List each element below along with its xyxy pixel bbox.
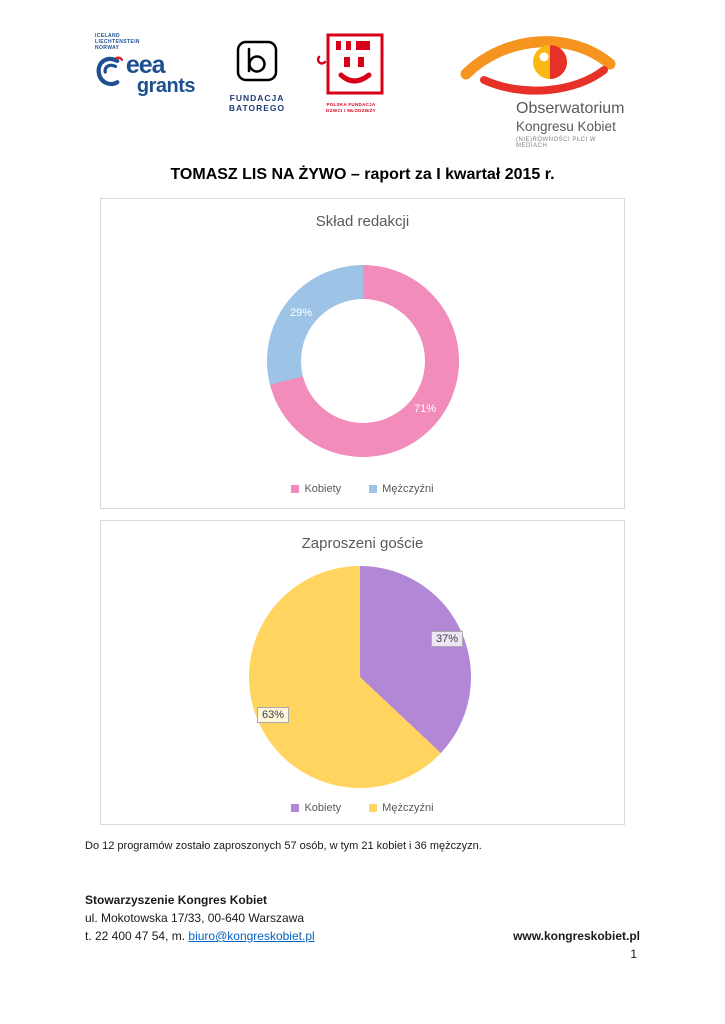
eea-countries-text: ICELAND LIECHTENSTEIN NORWAY — [95, 33, 195, 51]
eea-country-norway: NORWAY — [95, 45, 120, 51]
chart1-legend-label-mezczyzni: Mężczyźni — [382, 483, 434, 495]
okk-eye-icon — [460, 36, 616, 95]
okk-subtitle: Kongresu Kobiet — [516, 119, 616, 134]
donut-label-kobiety: 71% — [413, 403, 437, 415]
chart2-legend: Kobiety Mężczyźni — [101, 802, 624, 814]
batory-logo-icon — [236, 40, 278, 82]
pfdim-logo-text: POLSKA FUNDACJA DZIECI I MŁODZIEŻY — [316, 102, 386, 113]
footer-address: ul. Mokotowska 17/33, 00-640 Warszawa — [85, 911, 304, 925]
chart2-legend-label-mezczyzni: Mężczyźni — [382, 802, 434, 814]
footer-contact: t. 22 400 47 54, m. biuro@kongreskobiet.… — [85, 929, 315, 943]
okk-tagline: (NIE)RÓWNOŚCI PŁCI W MEDIACH — [516, 137, 596, 149]
pfdim-logo-icon — [316, 33, 384, 95]
pfdim-logo: POLSKA FUNDACJA DZIECI I MŁODZIEŻY — [316, 33, 386, 113]
legend-swatch-kobiety-icon — [291, 485, 300, 493]
pie-label-kobiety: 37% — [430, 631, 464, 647]
donut-label-mezczyzni: 29% — [289, 307, 313, 319]
batory-logo-text: FUNDACJA BATOREGO — [222, 93, 292, 113]
eea-swirl-icon — [96, 56, 123, 87]
chart-zaproszeni-goscie: Zaproszeni goście 37% 63% Kobiety Mężczy… — [100, 520, 625, 825]
eea-word: eea — [125, 51, 166, 79]
obserwatorium-logo: Obserwatorium Kongresu Kobiet (NIE)RÓWNO… — [452, 28, 628, 149]
fundacja-batorego-logo: FUNDACJA BATOREGO — [222, 40, 292, 113]
legend-swatch-kobiety-icon — [291, 804, 300, 812]
pfdim-line1: POLSKA FUNDACJA — [326, 102, 376, 107]
batory-line2: BATOREGO — [228, 103, 286, 113]
pfdim-line2: DZIECI I MŁODZIEŻY — [326, 107, 376, 113]
donut-hole — [301, 299, 425, 423]
eea-country-iceland: ICELAND — [95, 33, 121, 39]
eea-country-liechtenstein: LIECHTENSTEIN — [95, 39, 140, 45]
chart1-legend-item-mezczyzni: Mężczyźni — [369, 483, 434, 495]
footer-contact-prefix: t. 22 400 47 54, m. — [85, 929, 189, 943]
email-link[interactable]: biuro@kongreskobiet.pl — [188, 929, 315, 943]
footer-organization: Stowarzyszenie Kongres Kobiet — [85, 893, 268, 907]
batory-line1: FUNDACJA — [229, 93, 285, 103]
chart2-legend-item-mezczyzni: Mężczyźni — [369, 802, 434, 814]
legend-swatch-mezczyzni-icon — [369, 485, 378, 493]
document-title: TOMASZ LIS NA ŻYWO – raport za I kwartał… — [170, 166, 555, 183]
page-number: 1 — [630, 947, 637, 961]
chart1-legend: Kobiety Mężczyźni — [101, 483, 624, 495]
chart2-title: Zaproszeni goście — [301, 535, 424, 552]
pie-label-mezczyzni: 63% — [256, 707, 290, 723]
chart1-legend-item-kobiety: Kobiety — [291, 483, 341, 495]
footer-website: www.kongreskobiet.pl — [513, 929, 640, 943]
pie-chart — [249, 566, 471, 788]
donut-chart — [267, 265, 459, 457]
grants-word: grants — [136, 75, 196, 97]
okk-title: Obserwatorium — [516, 100, 625, 117]
chart1-title: Skład redakcji — [315, 213, 410, 230]
chart2-legend-label-kobiety: Kobiety — [304, 802, 342, 814]
summary-note: Do 12 programów zostało zaproszonych 57 … — [85, 840, 482, 852]
eea-grants-logo: ICELAND LIECHTENSTEIN NORWAY eea grants — [95, 33, 196, 97]
chart1-legend-label-kobiety: Kobiety — [304, 483, 342, 495]
legend-swatch-mezczyzni-icon — [369, 804, 378, 812]
chart2-legend-item-kobiety: Kobiety — [291, 802, 341, 814]
chart-sklad-redakcji: Skład redakcji 71% 29% Kobiety Mężczyźni — [100, 198, 625, 509]
